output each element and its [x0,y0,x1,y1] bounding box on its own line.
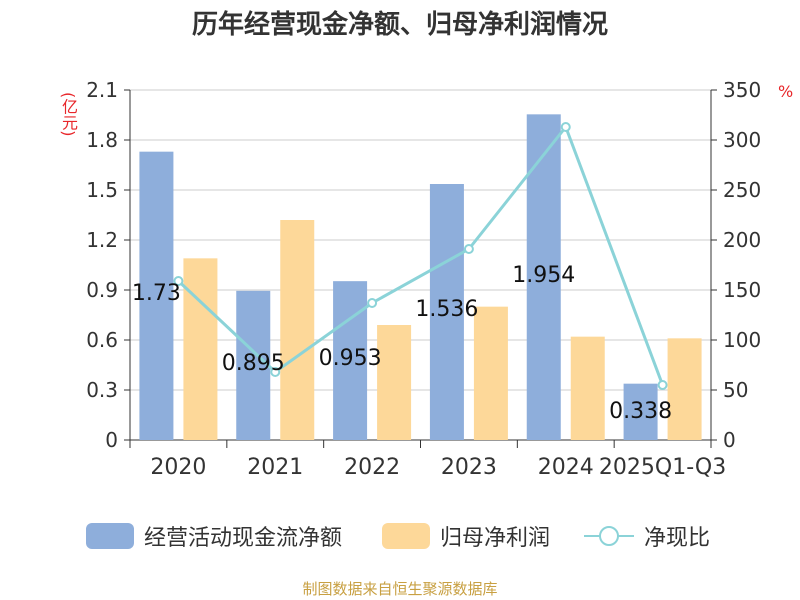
cash-ratio-point [270,367,281,377]
legend-label-cash-ratio: 净现比 [644,526,711,551]
legend-label-cashflow: 经营活动现金流净额 [144,526,343,551]
legend-swatch-net-profit [382,523,430,549]
right-tick-label: 50 [723,378,748,402]
cash-ratio-point [463,244,474,254]
bar-cashflow [236,290,271,440]
left-tick-label: 0.6 [86,328,118,352]
x-tick-label: 2021 [247,455,303,480]
left-tick-label: 1.2 [86,228,118,252]
right-tick-label: 250 [723,178,761,202]
cash-ratio-point [367,298,378,308]
bar-cashflow [623,383,658,440]
bar-net-profit [183,258,218,440]
legend-line-icon [584,523,634,549]
right-tick-label: 150 [723,278,761,302]
bar-net-profit [667,338,702,440]
left-tick-label: 2.1 [86,78,118,102]
left-axis-unit: (亿元) [59,92,78,137]
data-label-cashflow: 0.895 [222,351,285,376]
data-label-cashflow: 1.536 [415,297,478,322]
right-axis-unit: % [778,82,794,101]
cash-ratio-line [177,123,664,386]
right-tick-label: 200 [723,228,761,252]
cash-ratio-point [173,276,184,286]
bar-net-profit [377,325,412,440]
x-tick-label: 2025Q1-Q3 [599,455,726,480]
x-tick-label: 2022 [344,455,400,480]
right-tick-label: 0 [723,428,736,452]
right-tick-label: 300 [723,128,761,152]
bar-net-profit [570,336,605,440]
cash-ratio-point [560,122,571,132]
x-tick-label: 2020 [150,455,206,480]
bar-cashflow [429,184,464,440]
bar-net-profit [473,306,508,440]
data-label-cashflow: 1.73 [132,281,181,306]
legend-item-cashflow[interactable]: 经营活动现金流净额 [86,516,342,556]
chart-title: 历年经营现金净额、归母净利润情况 [191,10,608,40]
legend: 经营活动现金流净额 归母净利润 净现比 [0,516,800,556]
right-tick-label: 100 [723,328,761,352]
legend-item-cash-ratio[interactable]: 净现比 [584,516,710,556]
legend-label-net-profit: 归母净利润 [440,526,551,551]
bar-cashflow [139,151,174,440]
data-source: 制图数据来自恒生聚源数据库 [302,580,498,598]
legend-swatch-cashflow [86,523,134,549]
data-label-cashflow: 0.338 [609,399,672,424]
right-tick-label: 350 [723,78,761,102]
left-tick-label: 0.3 [86,378,118,402]
data-label-cashflow: 1.954 [512,263,575,288]
bar-cashflow [333,281,368,440]
legend-item-net-profit[interactable]: 归母净利润 [382,516,550,556]
x-tick-label: 2024 [538,455,594,480]
left-tick-label: 1.8 [86,128,118,152]
bar-net-profit [280,220,315,440]
left-tick-label: 1.5 [86,178,118,202]
left-tick-label: 0 [105,428,118,452]
cash-ratio-point [657,380,668,390]
data-label-cashflow: 0.953 [319,346,382,371]
left-tick-label: 0.9 [86,278,118,302]
x-tick-label: 2023 [441,455,497,480]
